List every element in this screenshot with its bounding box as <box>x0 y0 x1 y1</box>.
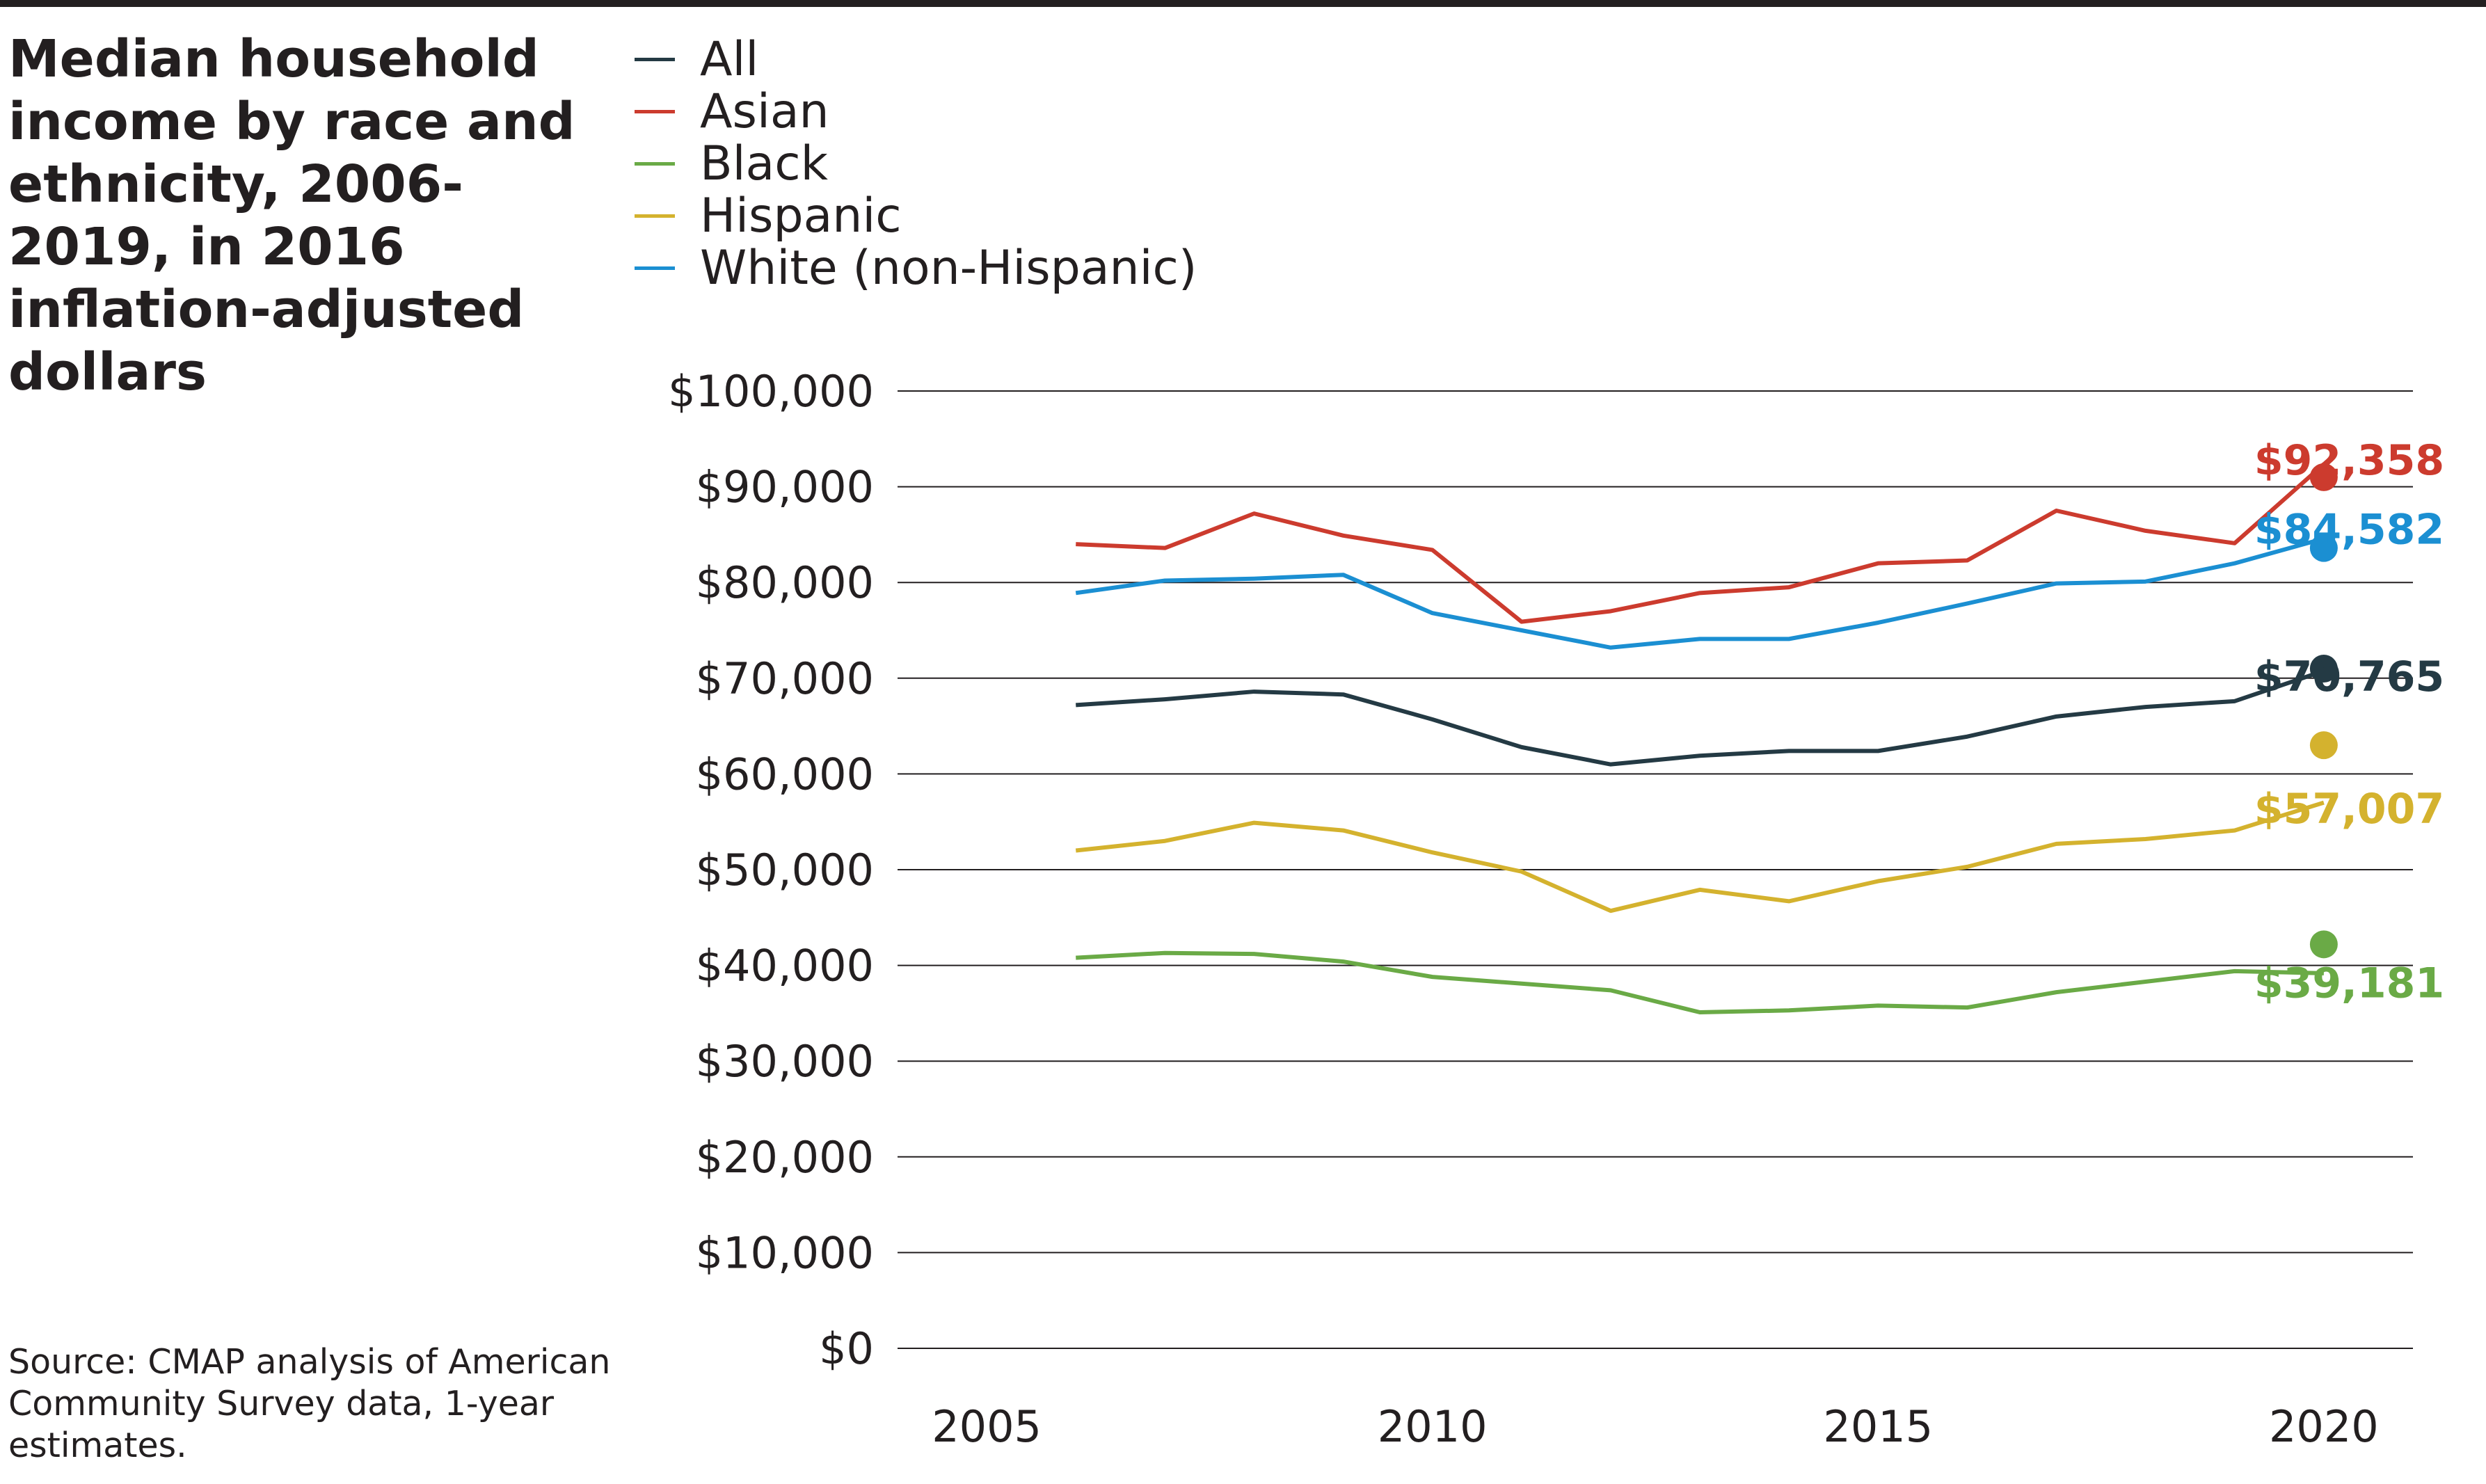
legend-item-white: White (non-Hispanic) <box>635 241 1197 296</box>
legend-swatch-asian <box>635 110 675 113</box>
legend: All Asian Black Hispanic White (non-Hisp… <box>635 32 1197 296</box>
y-tick-label: $100,000 <box>668 366 874 417</box>
legend-item-black: Black <box>635 136 1197 191</box>
legend-item-hispanic: Hispanic <box>635 189 1197 244</box>
legend-label-all: All <box>700 32 759 87</box>
y-tick-label: $50,000 <box>696 845 874 895</box>
y-tick-label: $20,000 <box>696 1132 874 1183</box>
source-note: Source: CMAP analysis of American Commun… <box>8 1342 611 1465</box>
x-tick-label: 2005 <box>932 1401 1042 1452</box>
y-tick-label: $60,000 <box>696 749 874 799</box>
x-tick-label: 2015 <box>1823 1401 1933 1452</box>
end-marker-all <box>2309 655 2338 683</box>
series-line-asian <box>1076 462 2325 624</box>
end-value-label-hispanic: $57,007 <box>2254 785 2444 833</box>
series-line-white <box>1075 536 2325 650</box>
legend-swatch-all <box>635 58 675 61</box>
series-line-black <box>1076 950 2324 1015</box>
series-line-hispanic <box>1075 800 2325 913</box>
chart-title: Median household income by race and ethn… <box>8 29 575 402</box>
y-tick-label: $80,000 <box>696 557 874 608</box>
legend-label-hispanic: Hispanic <box>700 189 902 244</box>
legend-item-asian: Asian <box>635 84 1197 139</box>
end-value-label-white: $84,582 <box>2254 506 2444 554</box>
end-value-label-all: $70,765 <box>2254 653 2444 701</box>
y-tick-label: $70,000 <box>696 653 874 704</box>
y-tick-label: $0 <box>819 1323 874 1374</box>
y-tick-label: $30,000 <box>696 1036 874 1087</box>
y-tick-label: $40,000 <box>696 941 874 991</box>
end-marker-white <box>2309 534 2338 562</box>
legend-swatch-white <box>635 266 675 270</box>
legend-item-all: All <box>635 32 1197 87</box>
legend-label-asian: Asian <box>700 84 829 139</box>
end-value-label-asian: $92,358 <box>2254 436 2444 485</box>
top-rule <box>0 0 2486 7</box>
end-value-label-black: $39,181 <box>2254 959 2444 1007</box>
legend-label-black: Black <box>700 136 828 191</box>
y-tick-label: $90,000 <box>696 462 874 513</box>
legend-swatch-hispanic <box>635 214 675 218</box>
y-tick-label: $10,000 <box>696 1227 874 1278</box>
end-marker-black <box>2309 930 2338 959</box>
x-tick-label: 2010 <box>1378 1401 1488 1452</box>
legend-swatch-black <box>635 162 675 166</box>
series-line-all <box>1076 669 2325 767</box>
legend-label-white: White (non-Hispanic) <box>700 241 1197 296</box>
end-marker-hispanic <box>2309 731 2338 760</box>
x-tick-label: 2020 <box>2269 1401 2379 1452</box>
end-marker-asian <box>2309 463 2338 491</box>
